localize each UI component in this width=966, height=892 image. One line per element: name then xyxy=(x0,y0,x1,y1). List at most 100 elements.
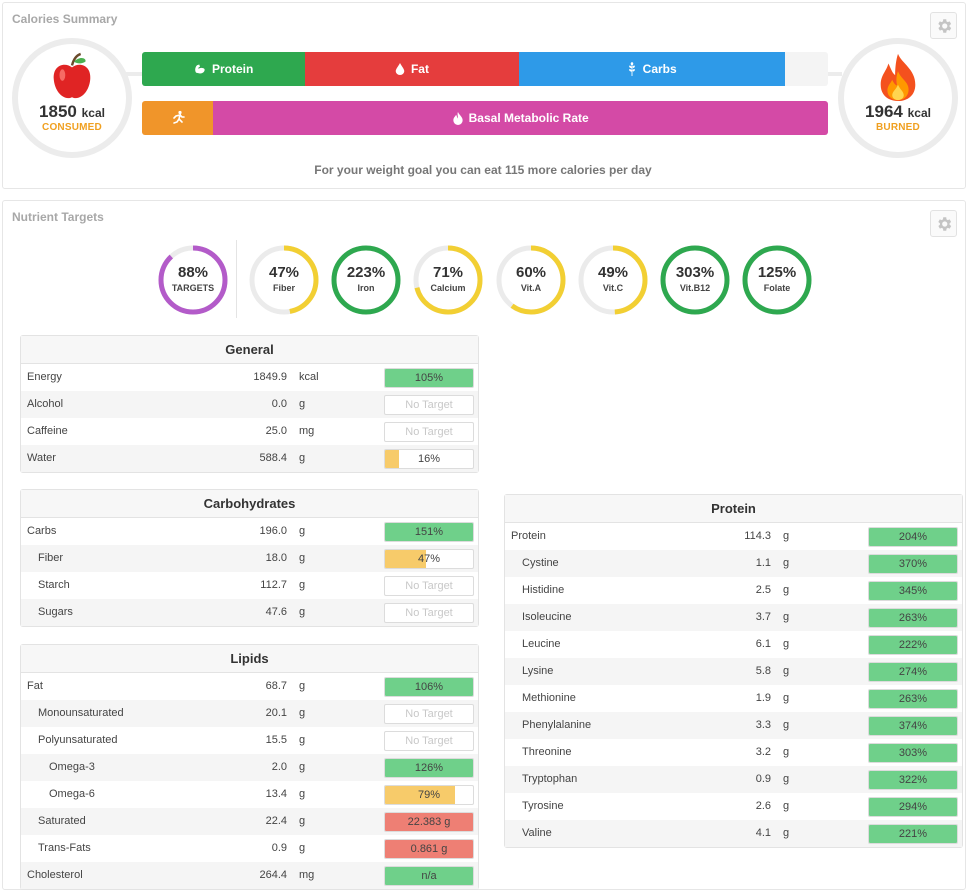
table-row: Caffeine 25.0 mg No Target xyxy=(21,418,478,445)
ring-percent: 49% xyxy=(597,264,629,281)
burn-bar: Basal Metabolic Rate xyxy=(142,101,828,135)
target-bar[interactable]: No Target xyxy=(384,576,474,596)
ring-vit-c[interactable]: 49% Vit.C xyxy=(577,244,649,316)
ring-percent: 125% xyxy=(757,264,797,281)
target-bar[interactable]: 322% xyxy=(868,770,958,790)
target-text: 221% xyxy=(898,828,928,840)
target-fill xyxy=(385,523,473,541)
nutrient-name: Valine xyxy=(522,827,552,839)
macro-segment-fat[interactable]: Fat xyxy=(305,52,519,86)
nutrient-amount: 1.1 xyxy=(755,557,771,569)
nutrient-name: Phenylalanine xyxy=(522,719,592,731)
ring-calcium[interactable]: 71% Calcium xyxy=(412,244,484,316)
target-bar[interactable]: 221% xyxy=(868,824,958,844)
target-fill xyxy=(385,867,473,885)
nutrient-name: Isoleucine xyxy=(522,611,572,623)
nutrient-settings-button[interactable] xyxy=(930,210,957,237)
consumed-value: 1850 kcal xyxy=(39,102,105,122)
ring-vit-a[interactable]: 60% Vit.A xyxy=(495,244,567,316)
target-fill xyxy=(869,663,957,681)
target-bar[interactable]: 105% xyxy=(384,368,474,388)
ring-vit-b12[interactable]: 303% Vit.B12 xyxy=(659,244,731,316)
table-row: Cystine 1.1 g 370% xyxy=(505,550,962,577)
burned-number: 1964 xyxy=(865,102,903,121)
target-bar[interactable]: 47% xyxy=(384,549,474,569)
target-bar[interactable]: No Target xyxy=(384,603,474,623)
target-bar[interactable]: 16% xyxy=(384,449,474,469)
target-bar[interactable]: 204% xyxy=(868,527,958,547)
target-bar[interactable]: 345% xyxy=(868,581,958,601)
table-row: Tryptophan 0.9 g 322% xyxy=(505,766,962,793)
target-bar[interactable]: 79% xyxy=(384,785,474,805)
nutrient-name: Tryptophan xyxy=(522,773,578,785)
target-fill xyxy=(385,369,473,387)
target-bar[interactable]: No Target xyxy=(384,422,474,442)
target-bar[interactable]: 126% xyxy=(384,758,474,778)
burn-segment-activity[interactable] xyxy=(142,101,214,135)
target-bar[interactable]: No Target xyxy=(384,704,474,724)
target-text: 151% xyxy=(414,526,444,538)
target-bar[interactable]: 106% xyxy=(384,677,474,697)
nutrient-name: Cystine xyxy=(522,557,559,569)
ring-targets[interactable]: 88% TARGETS xyxy=(157,244,229,316)
table-row: Fat 68.7 g 106% xyxy=(21,673,478,700)
nutrient-amount: 2.5 xyxy=(755,584,771,596)
table-row: Polyunsaturated 15.5 g No Target xyxy=(21,727,478,754)
ring-fiber[interactable]: 47% Fiber xyxy=(248,244,320,316)
macro-segment-carbs[interactable]: Carbs xyxy=(518,52,785,86)
nutrient-unit: g xyxy=(299,452,306,464)
target-bar[interactable]: 0.861 g xyxy=(384,839,474,859)
ring-label: Folate xyxy=(763,283,791,293)
burn-segment-bmr[interactable]: Basal Metabolic Rate xyxy=(213,101,828,135)
target-bar[interactable]: 294% xyxy=(868,797,958,817)
target-fill xyxy=(869,825,957,843)
target-text: 370% xyxy=(898,558,928,570)
target-bar[interactable]: 370% xyxy=(868,554,958,574)
target-text: No Target xyxy=(405,426,453,438)
target-bar[interactable]: 263% xyxy=(868,608,958,628)
nutrient-name: Alcohol xyxy=(27,398,64,410)
lipids-table-title: Lipids xyxy=(21,645,478,673)
ring-progress xyxy=(413,245,483,315)
target-bar[interactable]: 151% xyxy=(384,522,474,542)
nutrient-unit: g xyxy=(299,525,306,537)
nutrient-unit: g xyxy=(299,842,306,854)
nutrient-name: Threonine xyxy=(522,746,572,758)
target-bar[interactable]: 222% xyxy=(868,635,958,655)
target-bar[interactable]: No Target xyxy=(384,395,474,415)
target-fill xyxy=(869,636,957,654)
calories-summary-title: Calories Summary xyxy=(12,12,118,26)
nutrient-amount: 13.4 xyxy=(265,788,287,800)
calories-settings-button[interactable] xyxy=(930,12,957,39)
burned-unit: kcal xyxy=(907,106,931,120)
target-text: 106% xyxy=(414,681,444,693)
nutrient-unit: g xyxy=(299,606,306,618)
macro-segment-protein[interactable]: Protein xyxy=(142,52,306,86)
target-text: 294% xyxy=(898,801,928,813)
target-bar[interactable]: 303% xyxy=(868,743,958,763)
ring-label: TARGETS xyxy=(171,283,215,293)
target-text: No Target xyxy=(405,580,453,592)
target-bar[interactable]: 22.383 g xyxy=(384,812,474,832)
nutrient-amount: 0.9 xyxy=(755,773,771,785)
target-bar[interactable]: 263% xyxy=(868,689,958,709)
ring-percent: 303% xyxy=(675,264,715,281)
target-bar[interactable]: 374% xyxy=(868,716,958,736)
table-row: Energy 1849.9 kcal 105% xyxy=(21,364,478,391)
table-row: Valine 4.1 g 221% xyxy=(505,820,962,847)
consumed-circle: 1850 kcal CONSUMED xyxy=(12,38,132,158)
apple-icon xyxy=(53,52,91,99)
target-bar[interactable]: 274% xyxy=(868,662,958,682)
nutrient-amount: 196.0 xyxy=(259,525,287,537)
target-bar[interactable]: n/a xyxy=(384,866,474,886)
target-bar[interactable]: No Target xyxy=(384,731,474,751)
nutrient-amount: 588.4 xyxy=(259,452,287,464)
ring-folate[interactable]: 125% Folate xyxy=(741,244,813,316)
nutrient-unit: g xyxy=(299,761,306,773)
target-text: No Target xyxy=(405,708,453,720)
table-row: Cholesterol 264.4 mg n/a xyxy=(21,862,478,889)
nutrient-amount: 4.1 xyxy=(755,827,771,839)
nutrient-name: Omega-3 xyxy=(49,761,95,773)
table-row: Tyrosine 2.6 g 294% xyxy=(505,793,962,820)
ring-iron[interactable]: 223% Iron xyxy=(330,244,402,316)
